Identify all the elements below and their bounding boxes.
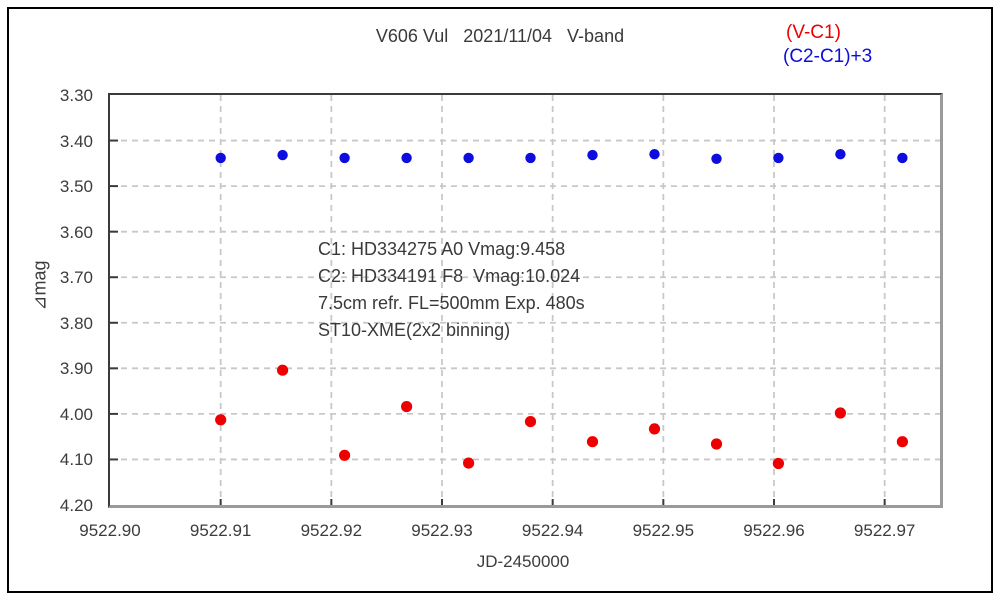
data-point-blue: [587, 149, 598, 161]
annotation-line-telescope: 7.5cm refr. FL=500mm Exp. 480s: [318, 293, 585, 313]
data-point-red: [339, 449, 351, 461]
y-tick-label: 3.50: [59, 177, 93, 197]
data-point-red: [710, 438, 723, 450]
data-point-blue: [897, 152, 908, 164]
y-tick-label: 3.70: [59, 268, 93, 288]
data-point-blue: [649, 149, 660, 160]
x-tick-label: 9522.90: [79, 521, 141, 540]
data-point-red: [648, 423, 661, 435]
y-tick-label: 3.60: [59, 222, 93, 242]
x-tick-label: 9522.95: [632, 521, 695, 540]
legend-blue-series-label: (C2-C1)+3: [783, 46, 873, 67]
data-point-red: [896, 436, 909, 448]
image-border-frame: [7, 7, 993, 593]
data-point-blue: [773, 152, 784, 164]
y-tick-label: 3.40: [59, 131, 93, 151]
data-point-blue: [835, 149, 846, 160]
data-point-blue: [525, 152, 536, 164]
plot-area-box: [108, 93, 943, 508]
x-tick-label: 9522.91: [189, 521, 252, 540]
x-tick-label: 9522.93: [411, 521, 473, 540]
y-tick-label: 3.80: [59, 313, 93, 333]
data-point-blue: [711, 153, 722, 164]
y-axis-title: ⊿mag: [29, 260, 50, 311]
data-point-blue: [215, 152, 226, 164]
data-point-red: [215, 414, 227, 426]
annotation-line-camera: ST10-XME(2x2 binning): [318, 320, 511, 340]
data-point-blue: [339, 152, 350, 164]
y-tick-label: 4.20: [59, 496, 93, 515]
data-point-blue: [401, 152, 412, 164]
x-axis-title: JD-2450000: [476, 552, 570, 571]
y-tick-label: 4.00: [59, 404, 93, 424]
x-tick-label: 9522.97: [853, 521, 916, 540]
y-tick-label: 4.10: [59, 450, 93, 470]
data-point-blue: [463, 152, 474, 164]
data-point-red: [772, 457, 785, 470]
x-tick-label: 9522.96: [743, 521, 805, 540]
y-tick-label: 3.30: [59, 86, 93, 105]
data-point-red: [277, 364, 289, 376]
data-point-red: [586, 436, 599, 448]
x-tick-label: 9522.94: [521, 521, 584, 540]
annotation-line-c1: C1: HD334275 A0 Vmag:9.458: [318, 239, 566, 259]
observation-annotation: C1: HD334275 A0 Vmag:9.458 C2: HD334191 …: [318, 236, 585, 344]
chart-title: V606 Vul 2021/11/04 V-band: [375, 26, 625, 46]
data-point-red: [463, 457, 475, 469]
data-point-red: [524, 416, 537, 428]
plot-area: [110, 95, 940, 505]
legend-red-series-label: (V-C1): [786, 22, 841, 43]
data-point-red: [401, 401, 413, 413]
annotation-line-c2: C2: HD334191 F8 Vmag:10.024: [318, 266, 581, 286]
y-tick-label: 3.90: [59, 359, 93, 379]
x-tick-label: 9522.92: [300, 521, 363, 540]
data-point-blue: [277, 149, 288, 161]
data-point-red: [834, 407, 847, 419]
